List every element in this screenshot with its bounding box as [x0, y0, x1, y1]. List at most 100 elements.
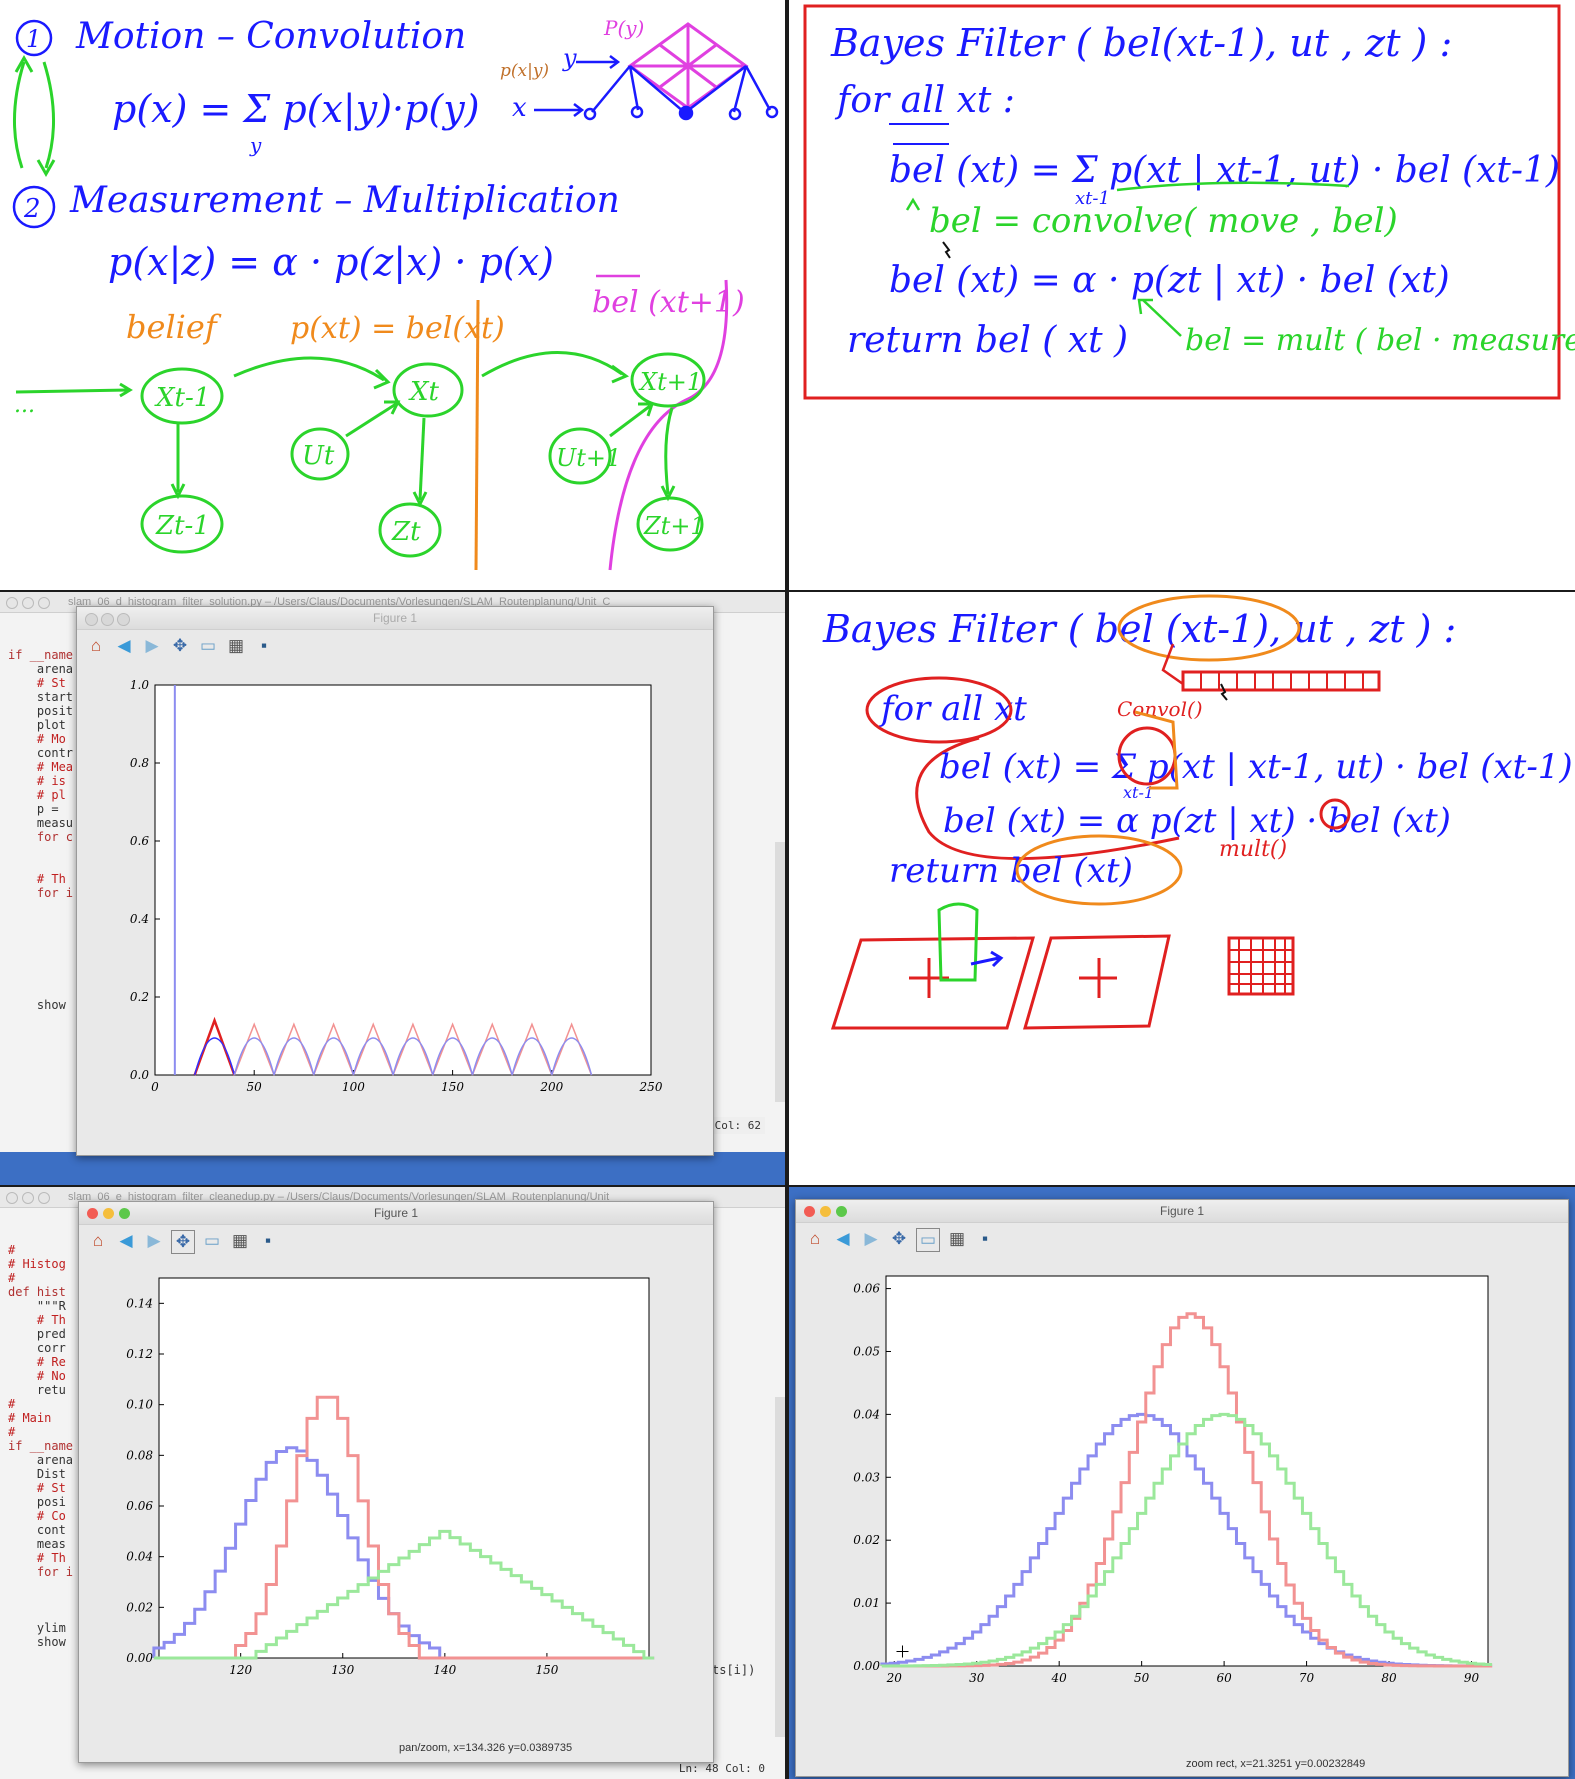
zoom-dot-icon[interactable] [836, 1206, 847, 1217]
code-line[interactable]: if __name [8, 1439, 74, 1453]
zoom-dot-icon[interactable] [117, 613, 130, 626]
minimize-dot-icon[interactable] [103, 1208, 114, 1219]
code-line[interactable] [8, 900, 73, 914]
code-line[interactable] [8, 942, 73, 956]
code-line[interactable]: # is [8, 774, 66, 788]
code-line[interactable]: # Re [8, 1355, 66, 1369]
close-dot-icon[interactable] [87, 1208, 98, 1219]
code-line[interactable]: # [8, 1271, 16, 1285]
code-line[interactable] [8, 956, 73, 970]
code-text[interactable]: # # Histog # def hist """R # Th pred corr #… [8, 1243, 73, 1649]
code-line[interactable] [8, 844, 73, 858]
figure-window-mid[interactable]: Figure 1 ⌂ ◀ ▶ ✥ ▭ ▦ ▪ 0 50 100 150 200 250 0.… [76, 606, 714, 1156]
code-line[interactable]: measu [8, 816, 74, 830]
home-icon[interactable]: ⌂ [90, 636, 102, 655]
editor-scrollbar[interactable] [775, 842, 785, 1102]
code-line[interactable]: # Co [8, 1509, 66, 1523]
code-line[interactable]: # Main [8, 1411, 52, 1425]
close-dot-icon[interactable] [85, 613, 98, 626]
home-icon[interactable]: ⌂ [92, 1231, 104, 1250]
zoom-icon[interactable]: ▭ [916, 1228, 940, 1252]
zoom-icon[interactable]: ▭ [203, 1231, 221, 1250]
editor-scrollbar[interactable] [775, 1397, 785, 1737]
code-line[interactable]: # [8, 1397, 16, 1411]
save-icon[interactable]: ▪ [264, 1231, 272, 1250]
back-icon[interactable]: ◀ [836, 1229, 850, 1248]
code-line[interactable]: Dist [8, 1467, 66, 1481]
code-line[interactable]: # Th [8, 1551, 66, 1565]
forward-icon[interactable]: ▶ [864, 1229, 878, 1248]
code-line[interactable]: # No [8, 1369, 66, 1383]
code-line[interactable]: cont [8, 1523, 66, 1537]
zoom-dot-icon[interactable] [38, 597, 50, 609]
code-line[interactable]: pred [8, 1327, 66, 1341]
home-icon[interactable]: ⌂ [809, 1229, 821, 1248]
code-line[interactable]: for c [8, 830, 74, 844]
code-line[interactable]: if __name [8, 648, 74, 662]
code-line[interactable] [8, 984, 73, 998]
figure-window-bottom-left[interactable]: Figure 1 ⌂ ◀ ▶ ✥ ▭ ▦ ▪ 120 130 140 150 0.00 0… [78, 1201, 714, 1763]
pan-icon[interactable]: ✥ [891, 1229, 907, 1248]
code-line[interactable]: arena [8, 1453, 74, 1467]
code-line[interactable]: # Th [8, 1313, 66, 1327]
close-dot-icon[interactable] [804, 1206, 815, 1217]
code-line[interactable]: # Th [8, 872, 66, 886]
code-line[interactable] [8, 1607, 73, 1621]
forward-icon[interactable]: ▶ [145, 636, 159, 655]
save-icon[interactable]: ▪ [981, 1229, 989, 1248]
close-dot-icon[interactable] [6, 597, 18, 609]
figure-window-bottom-right[interactable]: Figure 1 ⌂ ◀ ▶ ✥ ▭ ▦ ▪ 20 30 40 50 60 70 80 90 0… [795, 1199, 1569, 1777]
code-line[interactable]: retu [8, 1383, 66, 1397]
code-line[interactable]: # Mea [8, 760, 74, 774]
code-line[interactable]: # Histog [8, 1257, 66, 1271]
code-line[interactable]: # pl [8, 788, 66, 802]
back-icon[interactable]: ◀ [117, 636, 131, 655]
save-icon[interactable]: ▪ [260, 636, 268, 655]
minimize-dot-icon[interactable] [820, 1206, 831, 1217]
close-dot-icon[interactable] [6, 1192, 18, 1204]
code-line[interactable]: # [8, 1425, 16, 1439]
code-line[interactable]: corr [8, 1341, 66, 1355]
minimize-dot-icon[interactable] [101, 613, 114, 626]
code-line[interactable] [8, 970, 73, 984]
subplots-icon[interactable]: ▦ [948, 1229, 966, 1248]
code-line[interactable] [8, 928, 73, 942]
code-line[interactable]: for i [8, 1565, 74, 1579]
code-line[interactable]: p = [8, 802, 66, 816]
pan-icon[interactable]: ✥ [171, 1230, 195, 1254]
code-line[interactable]: posit [8, 704, 74, 718]
forward-icon[interactable]: ▶ [147, 1231, 161, 1250]
code-text[interactable]: if __name arena # St start posit plot # … [8, 648, 73, 1012]
code-line[interactable]: ylim [8, 1621, 66, 1635]
subplots-icon[interactable]: ▦ [227, 636, 245, 655]
subplots-icon[interactable]: ▦ [231, 1231, 249, 1250]
code-line[interactable]: def hist [8, 1285, 66, 1299]
code-line[interactable]: show [8, 998, 66, 1012]
minimize-dot-icon[interactable] [22, 597, 34, 609]
histogram-plot-mid[interactable]: 0 50 100 150 200 250 0.0 0.2 0.4 0.6 0.8 1.0 [77, 665, 713, 1155]
code-line[interactable] [8, 1579, 73, 1593]
back-icon[interactable]: ◀ [119, 1231, 133, 1250]
code-line[interactable]: plot [8, 718, 66, 732]
minimize-dot-icon[interactable] [22, 1192, 34, 1204]
code-line[interactable]: arena [8, 662, 74, 676]
code-line[interactable]: # Mo [8, 732, 66, 746]
code-line[interactable]: start [8, 690, 74, 704]
code-line[interactable]: # St [8, 1481, 66, 1495]
histogram-plot-bottom-left[interactable]: 120 130 140 150 0.00 0.02 0.04 0.06 0.08 0.10 0.12… [79, 1260, 713, 1730]
code-line[interactable] [8, 914, 73, 928]
zoom-dot-icon[interactable] [38, 1192, 50, 1204]
code-line[interactable]: for i [8, 886, 74, 900]
code-line[interactable]: contr [8, 746, 74, 760]
code-line[interactable] [8, 1593, 73, 1607]
zoom-dot-icon[interactable] [119, 1208, 130, 1219]
code-line[interactable]: # St [8, 676, 66, 690]
code-line[interactable]: # [8, 1243, 16, 1257]
pan-icon[interactable]: ✥ [172, 636, 188, 655]
code-line[interactable]: """R [8, 1299, 66, 1313]
code-line[interactable] [8, 858, 73, 872]
code-line[interactable]: meas [8, 1537, 66, 1551]
histogram-plot-bottom-right[interactable]: 20 30 40 50 60 70 80 90 0.00 0.01 0.02 0.03 0.04 0.05… [796, 1258, 1568, 1738]
zoom-icon[interactable]: ▭ [199, 636, 217, 655]
code-line[interactable]: show [8, 1635, 66, 1649]
